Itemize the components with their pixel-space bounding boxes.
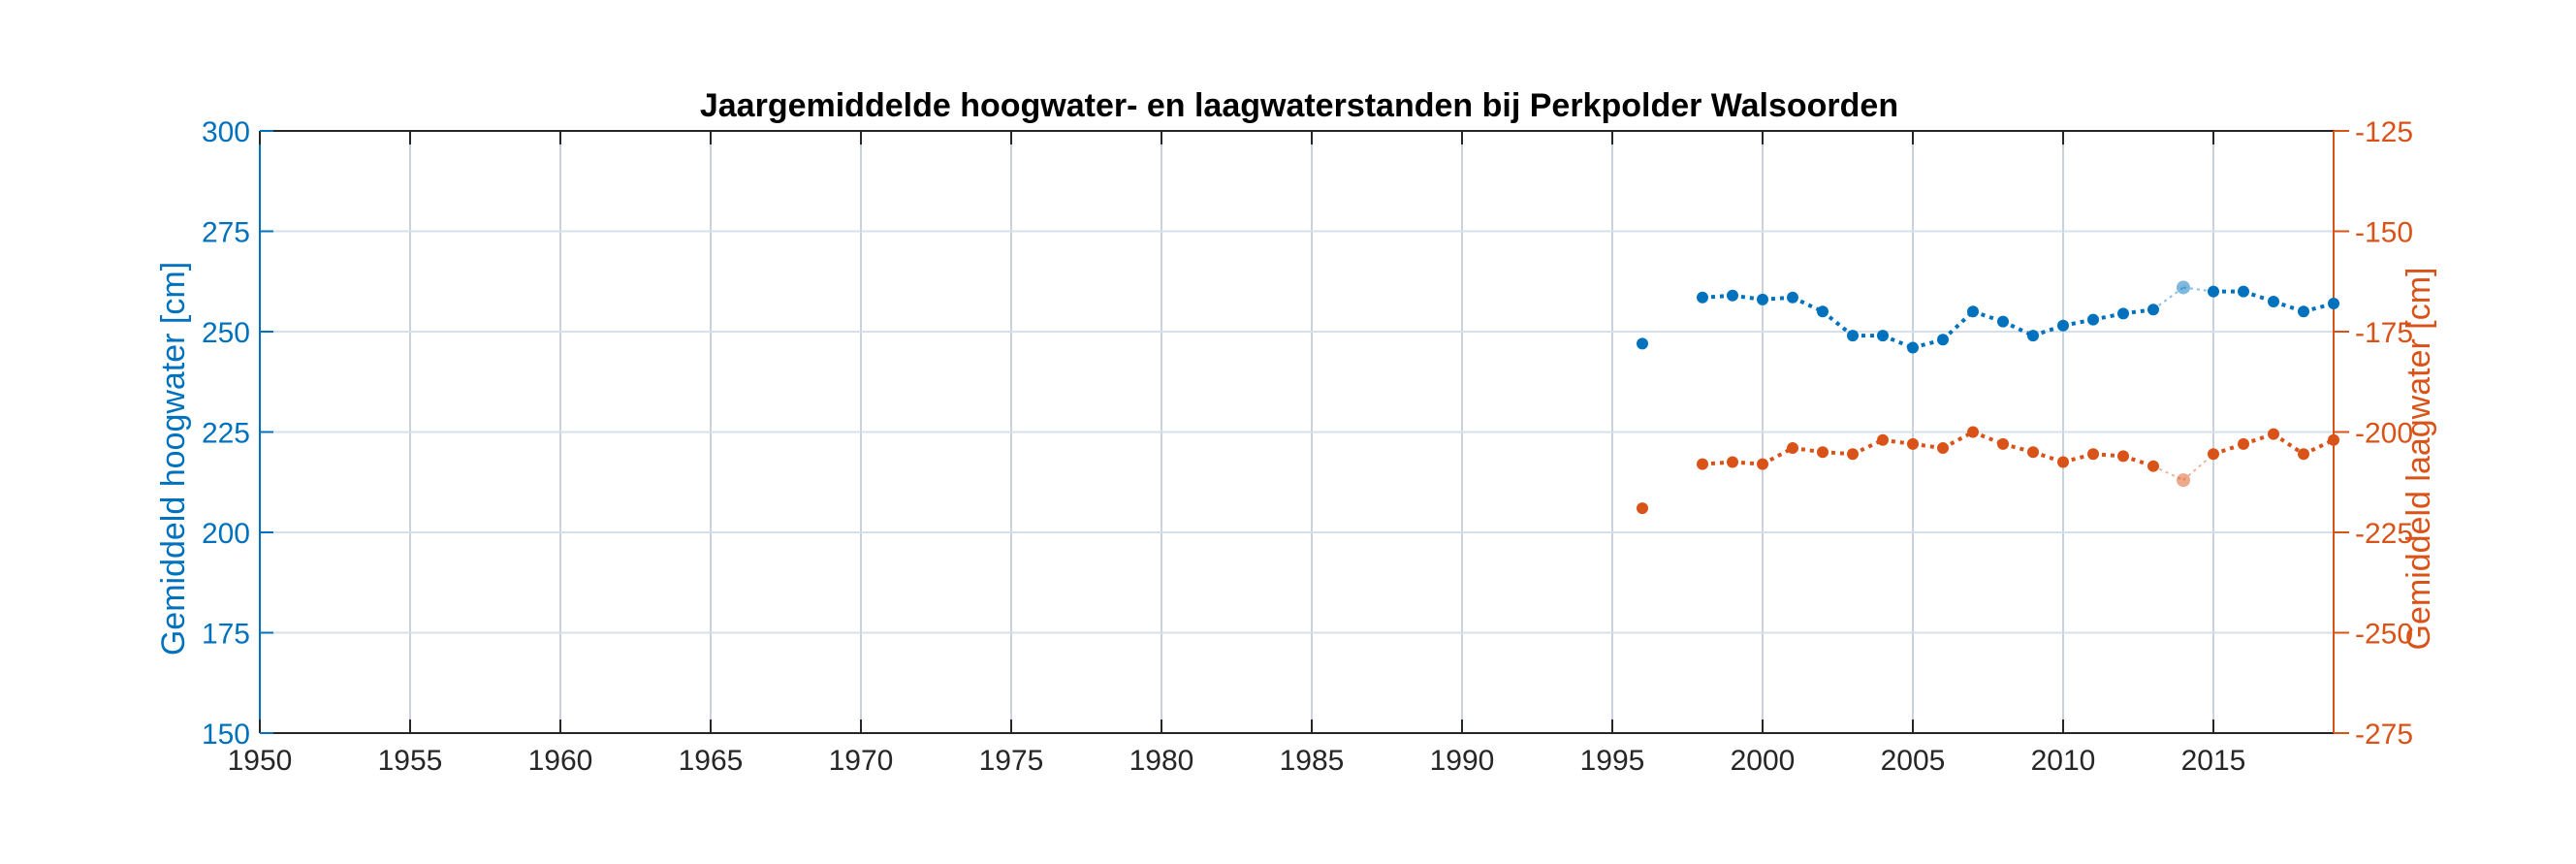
data-point — [2328, 298, 2339, 310]
x-tick-label: 2000 — [1731, 745, 1796, 777]
data-point — [2268, 428, 2279, 440]
data-point — [1697, 291, 1708, 304]
grid-lines — [260, 131, 2334, 733]
y-tick-label-left: 175 — [202, 619, 250, 651]
series-segment — [1941, 309, 1975, 341]
data-point — [2117, 307, 2129, 320]
data-point — [1697, 458, 1708, 470]
x-tick-label: 1955 — [378, 745, 443, 777]
y-tick-label-right: -150 — [2355, 217, 2413, 249]
data-point — [1757, 458, 1768, 470]
x-tick-label: 2010 — [2031, 745, 2096, 777]
y-tick-label-left: 200 — [202, 518, 250, 550]
ticks: 1950 1955 1960 1965 1970 1975 1980 1985 1990 1995… — [202, 116, 2413, 777]
y-tick-label-right: -275 — [2355, 719, 2413, 751]
x-tick-label: 1990 — [1430, 745, 1495, 777]
data-point — [2238, 285, 2249, 298]
data-point — [1637, 337, 1648, 350]
x-tick-label: 2005 — [1881, 745, 1946, 777]
data-point — [1907, 437, 1919, 450]
data-point — [1877, 433, 1889, 446]
data-point — [1967, 426, 1979, 438]
data-point — [2087, 313, 2099, 326]
series-right — [1637, 426, 2339, 515]
data-point — [2238, 437, 2249, 450]
data-point — [2027, 446, 2039, 459]
data-point — [1997, 437, 2009, 450]
data-point — [2177, 473, 2190, 488]
data-point — [1787, 291, 1798, 304]
x-tick-label: 1950 — [228, 745, 293, 777]
y-tick-label-left: 150 — [202, 719, 250, 751]
data-point — [1997, 315, 2009, 328]
data-point — [1877, 330, 1889, 342]
data-point — [2208, 285, 2219, 298]
data-point — [1727, 456, 1738, 468]
series-segment — [2182, 286, 2214, 293]
chart-title: Jaargemiddelde hoogwater- en laagwaterst… — [700, 87, 1898, 124]
data-point — [2057, 456, 2069, 468]
x-tick-label: 1975 — [979, 745, 1044, 777]
data-point — [2147, 460, 2159, 472]
data-point — [2268, 295, 2279, 307]
y-tick-label-right: -125 — [2355, 116, 2413, 148]
y-tick-label-left: 225 — [202, 418, 250, 450]
data-point — [2027, 330, 2039, 342]
data-point — [1817, 305, 1829, 318]
data-point — [2147, 304, 2159, 316]
y-tick-label-left: 300 — [202, 116, 250, 148]
y-axis-label-left: Gemiddeld hoogwater [cm] — [155, 262, 192, 656]
series-layer — [1637, 280, 2339, 515]
data-point — [1937, 442, 1949, 455]
data-point — [2328, 433, 2339, 446]
y-tick-label-right: -225 — [2355, 518, 2413, 550]
data-point — [2208, 448, 2219, 461]
data-point — [1637, 502, 1648, 515]
data-point — [2057, 319, 2069, 332]
x-tick-label: 1980 — [1129, 745, 1194, 777]
data-point — [2298, 448, 2309, 461]
series-segment — [2272, 432, 2306, 456]
y-axis-label-right: Gemiddeld laagwater [cm] — [2401, 268, 2437, 651]
data-point — [2117, 450, 2129, 463]
x-tick-label: 2015 — [2181, 745, 2246, 777]
y-tick-label-right: -200 — [2355, 418, 2413, 450]
x-tick-label: 1965 — [679, 745, 744, 777]
x-tick-label: 1995 — [1580, 745, 1645, 777]
series-segment — [1821, 309, 1855, 337]
data-point — [1817, 446, 1829, 459]
data-point — [2177, 280, 2190, 295]
data-point — [1787, 442, 1798, 455]
y-tick-label-left: 250 — [202, 317, 250, 349]
data-point — [1907, 341, 1919, 354]
data-point — [1847, 330, 1859, 342]
y-tick-label-right: -175 — [2355, 317, 2413, 349]
y-tick-label-left: 275 — [202, 217, 250, 249]
data-point — [1967, 305, 1979, 318]
x-tick-label: 1970 — [829, 745, 894, 777]
x-tick-label: 1985 — [1280, 745, 1345, 777]
data-point — [1937, 334, 1949, 346]
x-tick-label: 1960 — [528, 745, 593, 777]
series-left — [1637, 280, 2339, 354]
data-point — [2298, 305, 2309, 318]
data-point — [2087, 448, 2099, 461]
data-point — [1727, 289, 1738, 302]
data-point — [1847, 448, 1859, 461]
data-point — [1757, 293, 1768, 305]
y-tick-label-right: -250 — [2355, 619, 2413, 651]
